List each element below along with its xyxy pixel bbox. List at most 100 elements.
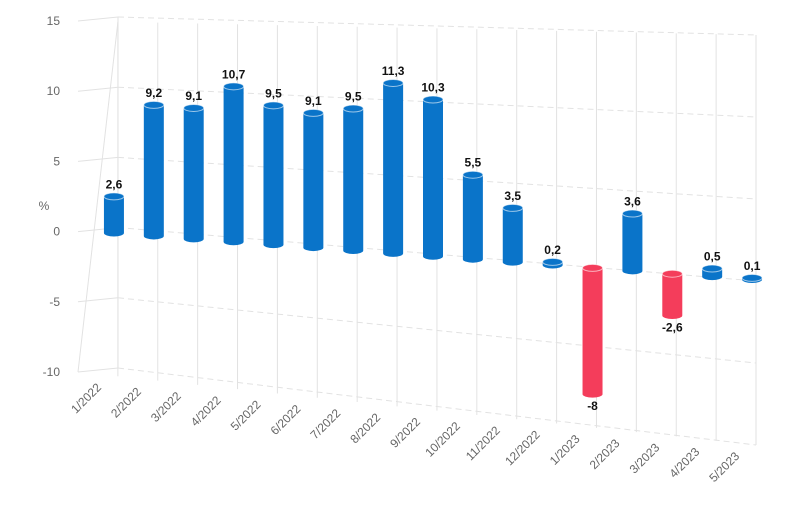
- bar: [183, 103, 205, 243]
- gridline-horizontal: [117, 16, 757, 36]
- bar: [661, 269, 683, 319]
- bar-body: [423, 99, 443, 260]
- gridline-horizontal: [117, 86, 757, 118]
- bar: [302, 108, 324, 252]
- bar-cap: [103, 192, 125, 201]
- data-label: 2,6: [106, 177, 123, 191]
- bar-cap: [502, 203, 524, 212]
- bar: [422, 95, 444, 260]
- y-tick-label: 5: [53, 154, 60, 168]
- bar-body: [143, 104, 164, 240]
- bar-body: [462, 174, 483, 263]
- data-label: -8: [587, 399, 598, 413]
- bar-cap: [701, 264, 723, 273]
- x-tick-label: 3/2022: [148, 389, 184, 425]
- bar-cap: [542, 257, 564, 266]
- bar-body: [223, 86, 244, 246]
- bar: [223, 82, 245, 246]
- x-tick-label: 1/2023: [547, 432, 583, 468]
- data-label: 10,3: [421, 81, 445, 95]
- y-tick-label: 10: [47, 84, 61, 98]
- x-tick-label: 10/2022: [422, 419, 463, 460]
- data-label: 5,5: [465, 156, 482, 170]
- grid: [77, 16, 757, 446]
- gridline-horizontal: [117, 156, 757, 200]
- data-label: 9,2: [145, 86, 162, 100]
- gridline-wall: [77, 86, 119, 92]
- x-tick-label: 9/2022: [387, 414, 423, 450]
- gridline-wall: [77, 156, 119, 162]
- x-tick-label: 4/2022: [188, 393, 224, 429]
- bar-body: [383, 82, 404, 257]
- bar: [741, 273, 763, 284]
- gridline-wall: [77, 367, 119, 373]
- bar-body: [263, 105, 284, 249]
- bar: [582, 263, 604, 398]
- data-label: 9,5: [265, 86, 282, 100]
- data-label: 9,5: [345, 90, 362, 104]
- data-label: -2,6: [662, 320, 683, 334]
- y-tick-label: -10: [43, 365, 61, 379]
- bar: [701, 264, 723, 281]
- bar-cap: [143, 100, 165, 109]
- bar-body: [303, 112, 324, 252]
- bar-cap: [582, 263, 604, 272]
- bar: [502, 203, 524, 266]
- bar-cap: [302, 108, 324, 117]
- x-tick-label: 5/2022: [228, 397, 264, 433]
- bar-body: [103, 196, 124, 237]
- bar-body: [582, 267, 603, 398]
- bar-cap: [342, 104, 364, 113]
- bar-cap: [741, 273, 763, 282]
- gridline-wall: [77, 297, 119, 303]
- bar: [542, 257, 564, 269]
- bar: [103, 192, 125, 237]
- y-tick-label: -5: [49, 295, 60, 309]
- x-tick-label: 6/2022: [268, 402, 304, 438]
- bar: [621, 209, 643, 275]
- bar: [262, 101, 284, 249]
- x-tick-label: 3/2023: [627, 440, 663, 476]
- bar-cap: [262, 101, 284, 110]
- data-label: 9,1: [305, 94, 322, 108]
- bar-cap: [382, 78, 404, 87]
- gridline-wall: [77, 16, 119, 22]
- y-axis-ticks: 15 10 5 0 -5 -10: [43, 14, 61, 379]
- bar-cap: [621, 209, 643, 218]
- data-label: 0,1: [744, 259, 761, 273]
- x-tick-label: 2/2023: [587, 436, 623, 472]
- bar-cap: [462, 170, 484, 179]
- y-tick-label: 0: [53, 225, 60, 239]
- data-label: 11,3: [382, 64, 405, 78]
- bars: [103, 78, 763, 398]
- x-tick-label: 7/2022: [308, 406, 344, 442]
- bar-body: [502, 207, 523, 266]
- x-tick-label: 2/2022: [108, 384, 144, 420]
- x-axis-ticks: 1/2022 2/2022 3/2022 4/2022 5/2022 6/2022 7/20…: [68, 380, 742, 485]
- x-tick-label: 5/2023: [706, 449, 742, 485]
- x-tick-label: 11/2022: [463, 423, 503, 463]
- bar-cap: [223, 82, 245, 91]
- data-label: 0,5: [704, 250, 721, 264]
- x-tick-label: 8/2022: [347, 410, 383, 446]
- bar-cap: [422, 95, 444, 104]
- y-axis-title: %: [39, 199, 50, 213]
- bar: [382, 78, 404, 257]
- bar-cap: [661, 269, 683, 278]
- data-label: 3,6: [624, 195, 641, 209]
- bar-body: [343, 108, 364, 254]
- data-label: 10,7: [222, 67, 246, 81]
- bar-body: [183, 107, 204, 243]
- y-tick-label: 15: [47, 14, 61, 28]
- gridline-vertical: [77, 20, 119, 373]
- data-labels: 2,6 9,2 9,1 10,7 9,5 9,1 9,5 11,3 10,3 5,5 3,5 0,2 -…: [106, 64, 761, 413]
- bar: [462, 170, 484, 263]
- data-label: 0,2: [544, 243, 561, 257]
- bar: [143, 100, 165, 240]
- bar-body: [662, 273, 683, 319]
- bar: [342, 104, 364, 254]
- bar-body: [622, 213, 643, 275]
- x-tick-label: 12/2022: [502, 427, 543, 468]
